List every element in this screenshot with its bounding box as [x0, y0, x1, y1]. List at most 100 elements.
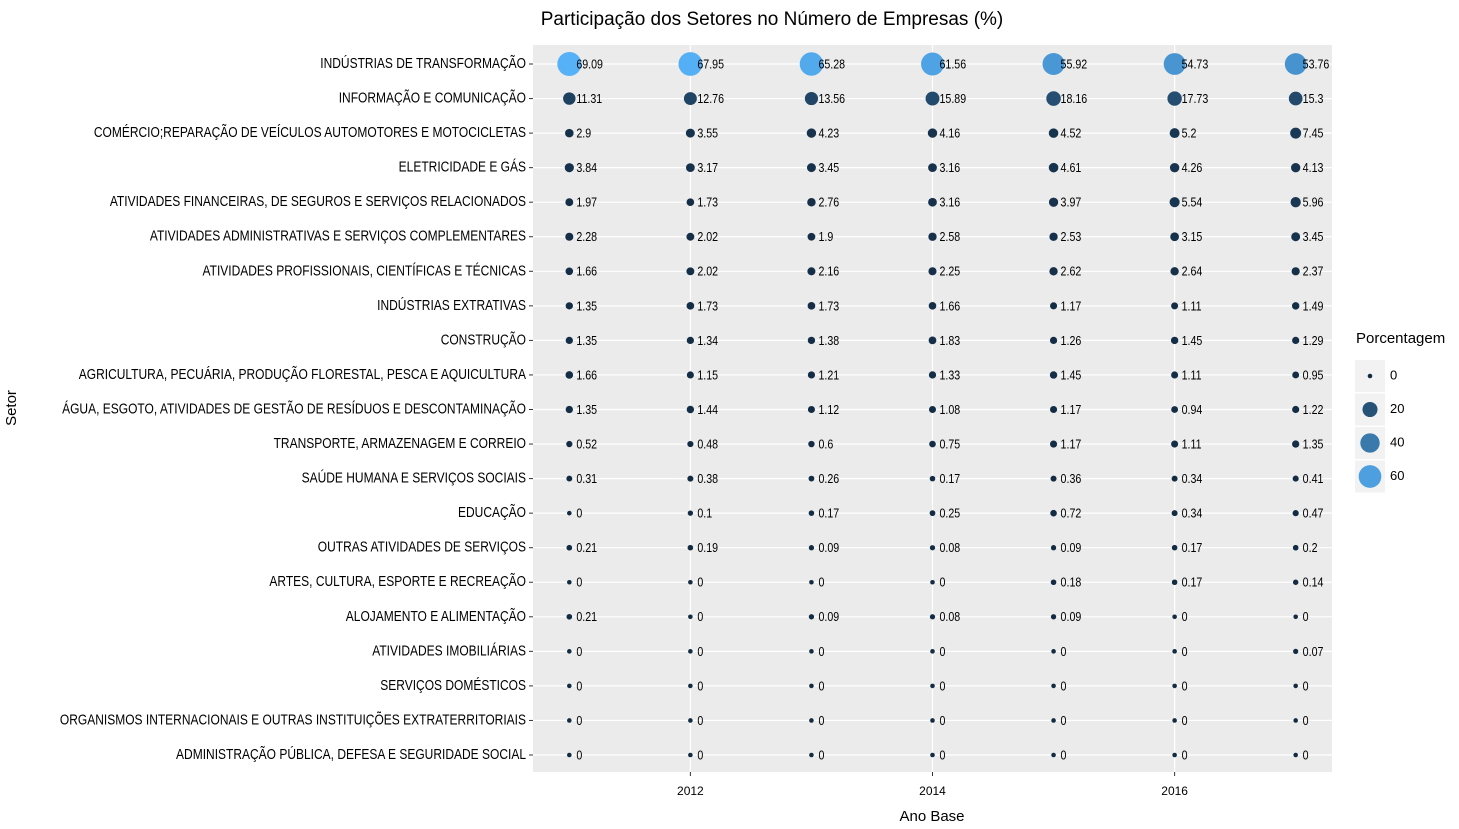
- value-label-group: 3.17: [697, 160, 718, 175]
- value-label-group: 0.18: [1061, 575, 1082, 590]
- value-label-group: 2.53: [1061, 229, 1082, 244]
- value-label-group: 2.76: [818, 195, 839, 210]
- bubble: [929, 545, 936, 551]
- value-label: 0: [697, 575, 703, 590]
- value-label: 0.09: [1061, 609, 1082, 624]
- value-label-group: 0: [818, 644, 824, 659]
- legend-title: Porcentagem: [1356, 330, 1445, 347]
- value-label: 0: [697, 609, 703, 624]
- value-label-group: 69.09: [576, 56, 603, 71]
- bubble: [1292, 405, 1300, 414]
- value-label: 0: [1061, 713, 1067, 728]
- legend-key: [1358, 465, 1382, 488]
- value-label: 0.17: [940, 471, 961, 486]
- value-label-group: 0: [576, 644, 582, 659]
- value-label-group: 0.75: [940, 436, 961, 451]
- bubble: [927, 128, 938, 138]
- value-label-group: 0: [576, 678, 582, 693]
- value-label: 3.84: [576, 160, 597, 175]
- value-label: 13.56: [818, 91, 845, 106]
- value-label-group: 0: [818, 678, 824, 693]
- bubble: [683, 92, 697, 106]
- bubble: [925, 91, 940, 106]
- bubble: [1171, 510, 1178, 517]
- y-tick-label: COMÉRCIO;REPARAÇÃO DE VEÍCULOS AUTOMOTOR…: [94, 124, 526, 141]
- bubble: [1171, 406, 1179, 413]
- bubble: [928, 267, 937, 276]
- value-label-group: 0: [697, 747, 703, 762]
- x-tick-label: 2016: [1161, 784, 1188, 798]
- bubble: [565, 198, 574, 207]
- value-label: 1.34: [697, 333, 718, 348]
- value-label: 4.26: [1182, 160, 1203, 175]
- bubble: [807, 405, 815, 414]
- bubble: [808, 510, 815, 516]
- bubble: [686, 163, 695, 173]
- y-tick-group: ORGANISMOS INTERNACIONAIS E OUTRAS INSTI…: [60, 711, 526, 728]
- value-label-group: 0.09: [818, 609, 839, 624]
- bubble: [567, 718, 572, 723]
- value-label: 65.28: [818, 56, 845, 71]
- value-label-group: 17.73: [1182, 91, 1209, 106]
- bubble: [1042, 52, 1065, 76]
- value-label-group: 0: [697, 609, 703, 624]
- value-label-group: 0: [697, 575, 703, 590]
- value-label: 1.21: [818, 367, 839, 382]
- value-label-group: 0.26: [818, 471, 839, 486]
- value-label-group: 0: [1182, 713, 1188, 728]
- value-label-group: 0: [1061, 713, 1067, 728]
- value-label: 2.02: [697, 264, 718, 279]
- value-label-group: 1.97: [576, 195, 597, 210]
- bubble: [1172, 683, 1177, 689]
- bubble: [1050, 475, 1057, 482]
- value-label-group: 0: [940, 713, 946, 728]
- value-label: 1.12: [818, 402, 839, 417]
- bubble: [565, 405, 573, 414]
- value-label: 4.52: [1061, 126, 1082, 141]
- bubble: [567, 579, 572, 585]
- bubble: [1051, 752, 1056, 758]
- value-label: 0: [697, 678, 703, 693]
- y-tick-group: SERVIÇOS DOMÉSTICOS: [380, 677, 526, 694]
- y-tick-label: OUTRAS ATIVIDADES DE SERVIÇOS: [318, 538, 526, 555]
- value-label-group: 1.35: [576, 333, 597, 348]
- y-tick-group: ARTES, CULTURA, ESPORTE E RECREAÇÃO: [269, 573, 526, 590]
- value-label: 0: [940, 678, 946, 693]
- value-label-group: 0.21: [576, 609, 597, 624]
- bubble: [1049, 232, 1058, 241]
- value-label-group: 0: [697, 644, 703, 659]
- bubble: [566, 544, 573, 551]
- bubble: [1172, 718, 1177, 723]
- value-label-group: 1.66: [940, 298, 961, 313]
- value-label-group: 0.25: [940, 506, 961, 521]
- bubble: [808, 545, 815, 551]
- value-label: 1.49: [1303, 298, 1324, 313]
- value-label: 11.31: [576, 91, 602, 106]
- bubble: [1290, 197, 1301, 208]
- bubble: [1050, 545, 1057, 551]
- value-label-group: 5.96: [1303, 195, 1324, 210]
- bubble: [1293, 614, 1298, 620]
- bubble: [1051, 649, 1056, 654]
- value-label-group: 2.62: [1061, 264, 1082, 279]
- bubble: [566, 440, 573, 448]
- bubble: [807, 302, 816, 310]
- legend-label: 0: [1390, 367, 1397, 382]
- value-label: 4.61: [1061, 160, 1082, 175]
- bubble: [809, 718, 814, 723]
- value-label: 0.21: [576, 609, 597, 624]
- value-label-group: 18.16: [1061, 91, 1088, 106]
- value-label: 0: [1182, 713, 1188, 728]
- y-tick-label: CONSTRUÇÃO: [441, 331, 526, 348]
- bubble: [565, 128, 574, 138]
- bubble: [566, 475, 573, 482]
- value-label-group: 0: [697, 713, 703, 728]
- bubble: [1169, 162, 1180, 173]
- bubble: [1293, 718, 1298, 723]
- value-label: 1.17: [1061, 436, 1082, 451]
- value-label-group: 0.08: [940, 540, 961, 555]
- bubble: [1172, 649, 1177, 654]
- value-label: 0: [940, 644, 946, 659]
- y-tick-group: SAÚDE HUMANA E SERVIÇOS SOCIAIS: [302, 469, 526, 486]
- bubble: [928, 371, 937, 379]
